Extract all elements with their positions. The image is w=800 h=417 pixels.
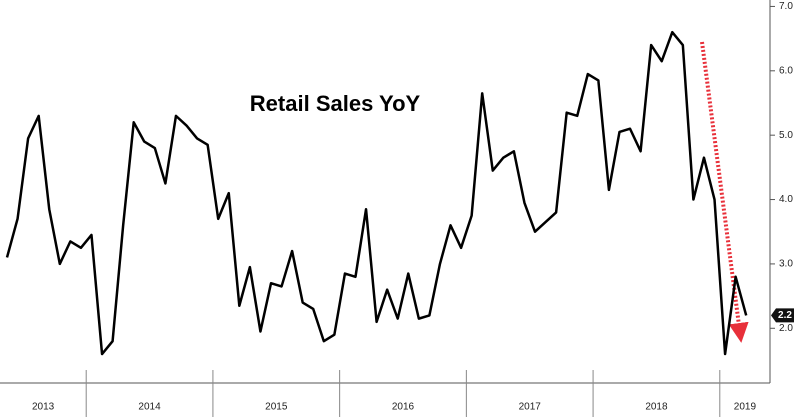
last-value-tag: 2.2 (771, 308, 794, 323)
x-tick-label: 2019 (734, 402, 757, 413)
x-tick-label: 2015 (265, 402, 288, 413)
plot-area (0, 0, 770, 383)
last-value-box (771, 308, 794, 323)
series-line (5, 30, 748, 356)
y-tick-label: 5.0 (779, 130, 793, 141)
chart-title: Retail Sales YoY (250, 91, 421, 116)
y-tick-label: 2.0 (779, 323, 793, 334)
y-tick-label: 4.0 (779, 194, 793, 205)
x-tick-label: 2017 (519, 402, 542, 413)
y-tick-label: 3.0 (779, 259, 793, 270)
last-value-label: 2.2 (778, 310, 792, 321)
x-tick-label: 2018 (645, 402, 668, 413)
y-tick-label: 6.0 (779, 65, 793, 76)
x-tick-label: 2016 (392, 402, 415, 413)
y-tick-label: 7.0 (779, 1, 793, 12)
x-tick-label: 2013 (32, 402, 55, 413)
x-tick-label: 2014 (138, 402, 161, 413)
